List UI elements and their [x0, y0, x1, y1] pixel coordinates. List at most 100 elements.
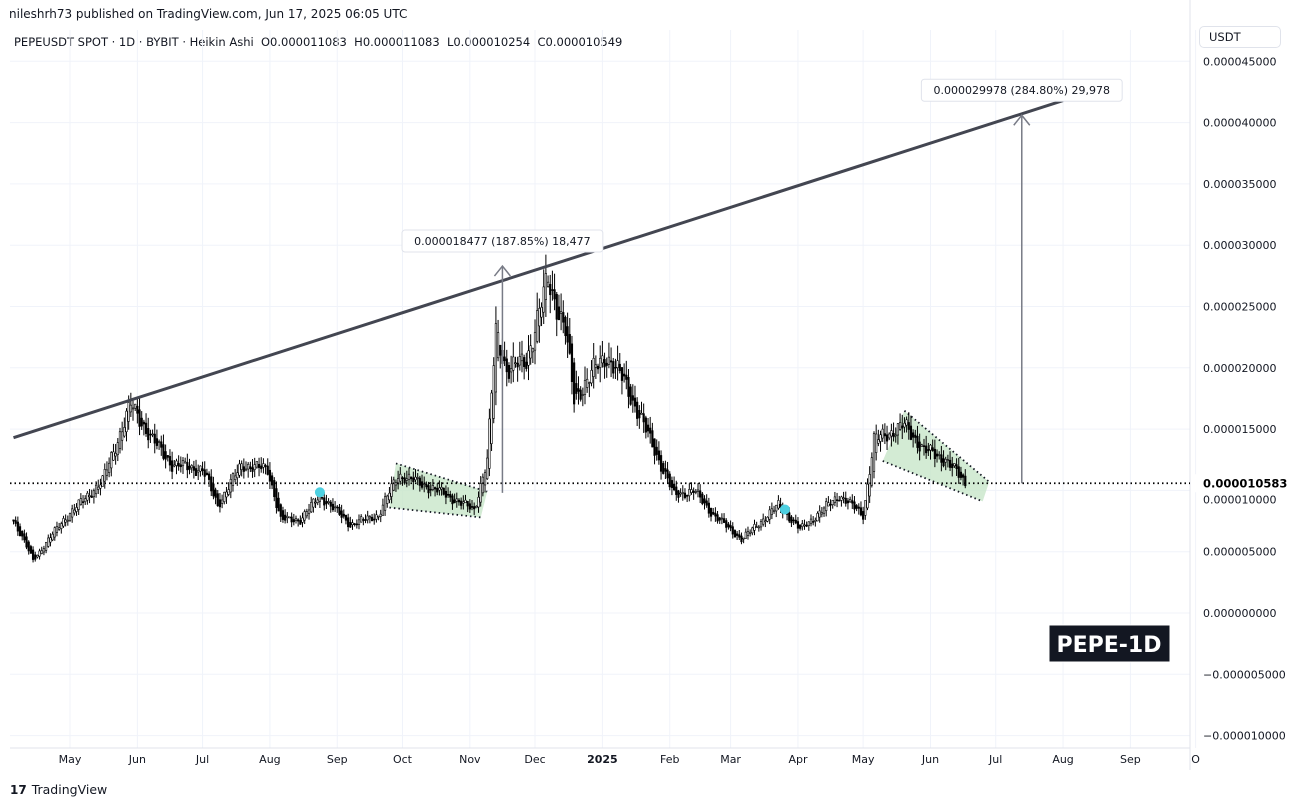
candle	[477, 496, 480, 508]
candle	[433, 487, 437, 490]
candle	[234, 475, 237, 480]
candle	[101, 475, 104, 487]
candle	[825, 501, 828, 511]
candle	[568, 334, 571, 354]
candle	[344, 514, 348, 521]
candle	[173, 464, 176, 467]
x-tick-label: Sep	[1120, 753, 1141, 766]
candle	[262, 463, 265, 468]
y-tick-label: 0.000030000	[1203, 239, 1276, 252]
candle	[953, 463, 956, 467]
candle	[583, 379, 587, 395]
candle	[675, 486, 678, 495]
candle	[588, 382, 591, 384]
x-tick-label: 2025	[587, 753, 618, 766]
candle	[716, 514, 719, 522]
candle	[907, 422, 910, 430]
candle	[525, 361, 528, 369]
candle	[303, 511, 306, 521]
x-tick-label: May	[59, 753, 82, 766]
candle	[816, 513, 819, 522]
candle	[199, 465, 202, 472]
candle	[835, 499, 839, 501]
candle	[709, 507, 713, 517]
candle	[379, 513, 382, 517]
candle	[177, 462, 180, 467]
candle	[447, 493, 450, 496]
candle	[692, 490, 695, 493]
x-tick-label: Jun	[921, 753, 939, 766]
candle	[342, 513, 345, 517]
candle	[188, 465, 191, 470]
candle	[36, 554, 39, 558]
candle	[357, 519, 361, 525]
candle	[533, 332, 537, 351]
y-tick-label: 0.000010000	[1203, 493, 1276, 506]
candle	[186, 462, 189, 471]
candle	[740, 535, 743, 543]
candle	[92, 490, 96, 498]
candle	[366, 515, 369, 521]
candle	[729, 525, 732, 529]
candle	[64, 519, 67, 523]
candle	[216, 493, 219, 507]
candle	[948, 459, 952, 468]
candle	[649, 427, 652, 434]
candle	[162, 444, 165, 459]
candle	[305, 511, 308, 517]
candle	[536, 310, 539, 342]
candle	[429, 488, 432, 491]
candle	[268, 469, 272, 482]
candle	[718, 517, 721, 521]
candle	[392, 479, 395, 491]
candle	[601, 355, 604, 364]
candle	[792, 519, 795, 522]
candle	[870, 457, 873, 486]
candle	[455, 498, 458, 502]
candle	[631, 395, 634, 401]
candle	[21, 530, 24, 537]
candle	[964, 475, 967, 487]
currency-button[interactable]: USDT	[1199, 26, 1281, 48]
arrow-head-icon	[493, 264, 512, 277]
candle	[49, 537, 52, 543]
candle	[136, 405, 139, 414]
candle	[529, 345, 532, 359]
candle	[914, 434, 917, 438]
candle	[696, 489, 700, 492]
candle	[775, 504, 778, 512]
candle	[801, 523, 804, 527]
candle	[510, 368, 513, 373]
candle	[179, 464, 182, 468]
candle	[160, 441, 163, 448]
y-tick-label: 0.000005000	[1203, 546, 1276, 559]
candle	[310, 502, 313, 513]
candle	[390, 483, 393, 497]
candle	[79, 498, 82, 505]
candle	[440, 486, 443, 490]
candle	[110, 452, 113, 469]
candle	[807, 521, 810, 526]
candle	[877, 439, 880, 444]
candle	[383, 496, 387, 511]
candle	[803, 524, 806, 527]
candle	[301, 517, 304, 523]
candle	[34, 554, 37, 560]
candle	[523, 357, 526, 367]
candle	[940, 454, 943, 463]
candle	[55, 526, 59, 533]
candle	[425, 483, 428, 488]
candle	[640, 412, 643, 415]
candle	[264, 465, 267, 467]
candle	[935, 453, 939, 457]
candle	[764, 520, 767, 523]
candle	[51, 533, 54, 541]
footer-brand: TradingView	[31, 782, 108, 797]
candle	[86, 492, 89, 501]
candle	[668, 473, 671, 488]
candle	[464, 499, 467, 503]
candle	[759, 521, 763, 528]
candle	[540, 306, 543, 318]
candle	[499, 344, 502, 356]
